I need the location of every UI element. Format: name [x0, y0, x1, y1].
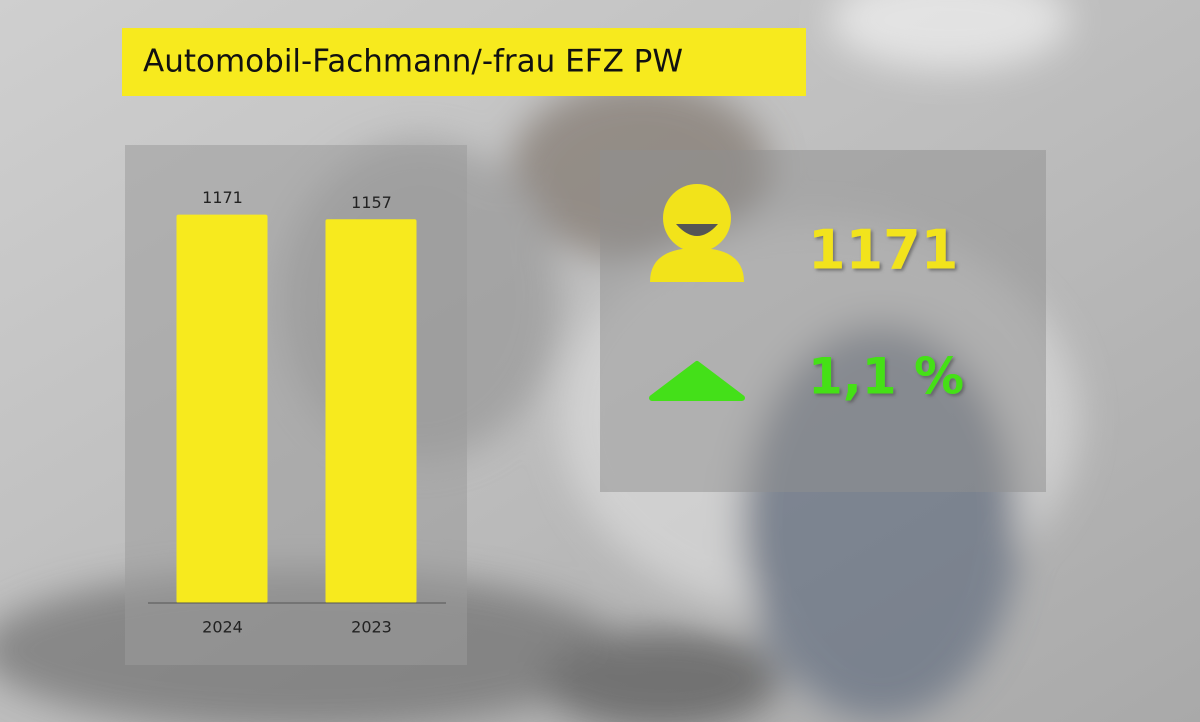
x-tick-label: 2024	[202, 618, 243, 637]
icon-body	[650, 248, 744, 282]
up-arrow	[649, 361, 745, 401]
icon-head	[663, 184, 731, 252]
title-box	[122, 28, 806, 96]
kpi-count: 1171	[808, 219, 958, 282]
bar	[176, 214, 268, 603]
kpi-change: 1,1 %	[808, 348, 964, 406]
title: Automobil-Fachmann/-frau EFZ PW	[143, 44, 683, 80]
person-icon	[650, 184, 744, 282]
kpi-panel	[600, 150, 1046, 492]
bar	[325, 219, 417, 604]
x-tick-label: 2023	[351, 618, 392, 637]
value-label: 1157	[351, 193, 392, 212]
icon-smile	[676, 224, 718, 236]
value-label: 1171	[202, 188, 243, 207]
bar-chart: 1171 2024 1157 2023	[148, 188, 446, 637]
